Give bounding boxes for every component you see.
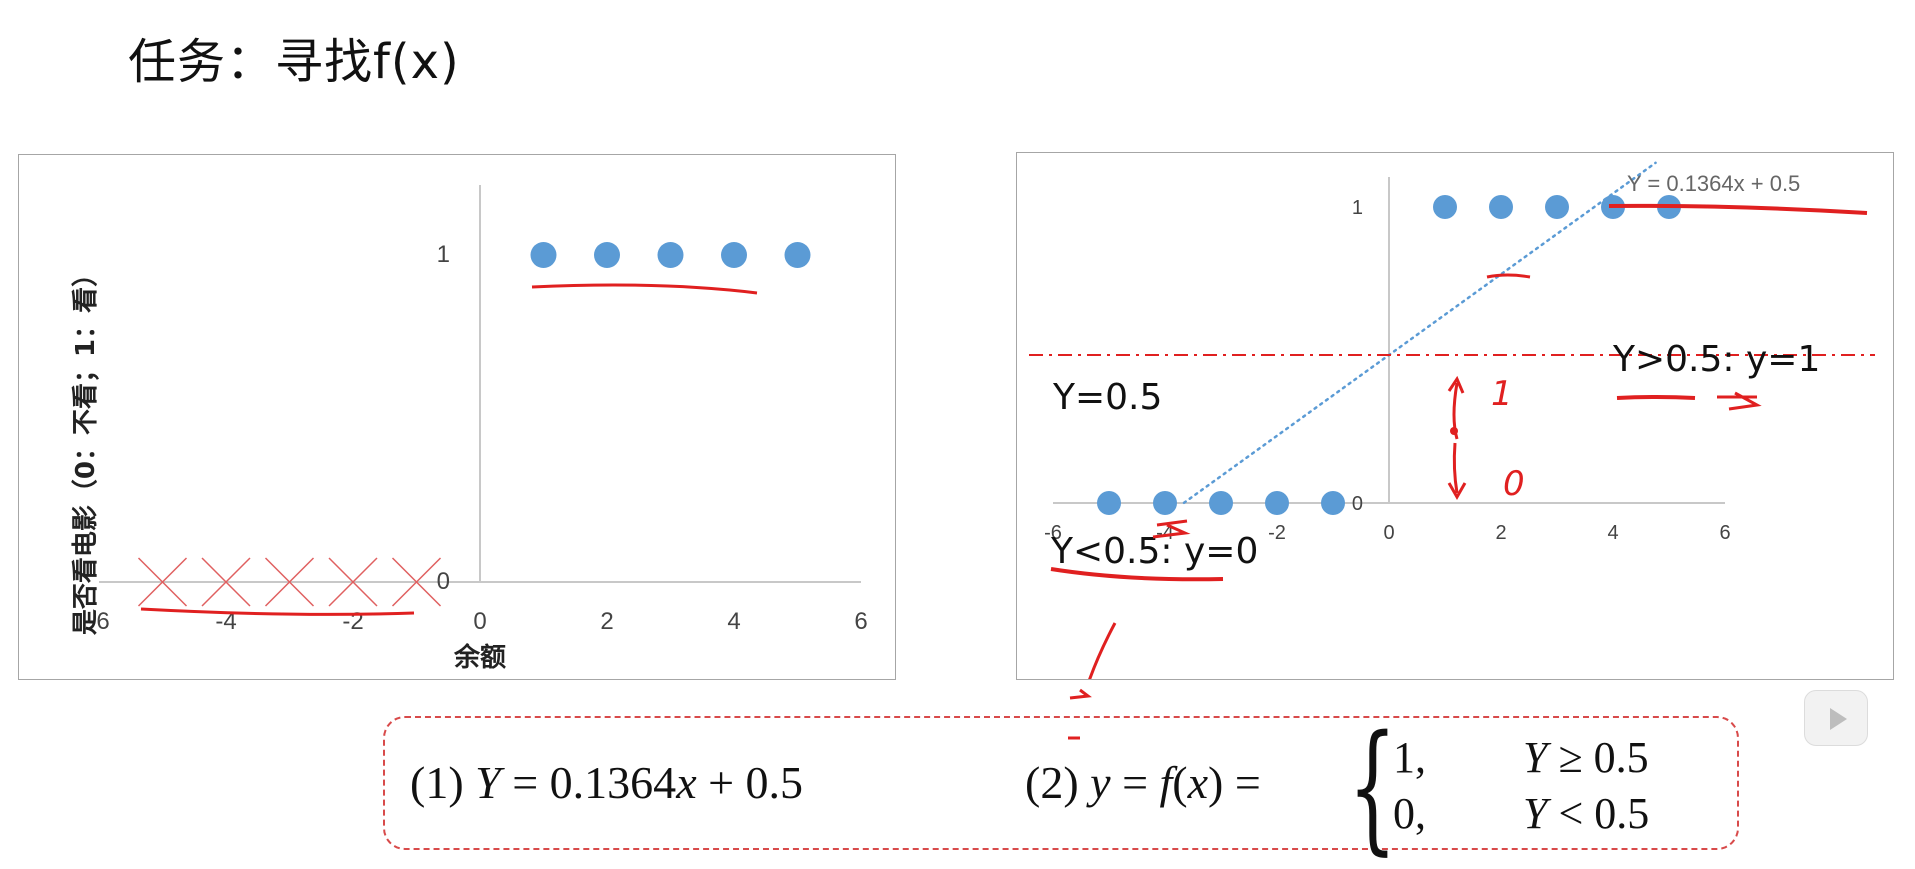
formula-1-tail: + 0.5 xyxy=(696,757,804,808)
formula-1-rhs: = 0.1364 xyxy=(500,757,677,808)
x-tick-label: -2 xyxy=(1268,522,1286,544)
data-point-cross xyxy=(201,557,251,607)
formula-1-lhs: Y xyxy=(475,757,501,808)
ink-arrow-down-head xyxy=(1447,482,1467,501)
ink-dot-intersection xyxy=(1450,427,1458,435)
ink-arrow-head-left xyxy=(1068,688,1092,740)
cross-stroke xyxy=(137,557,188,607)
case-1-var: Y xyxy=(1523,733,1548,782)
x-tick-label: 6 xyxy=(854,608,867,635)
y-tick-label: 1 xyxy=(437,241,450,268)
x-tick-label: -6 xyxy=(1044,522,1062,544)
x-tick-label: 2 xyxy=(1495,522,1506,544)
data-point xyxy=(1433,195,1457,219)
case-2-var: Y xyxy=(1523,789,1548,838)
ink-underline-top xyxy=(531,283,758,295)
x-tick-label: -6 xyxy=(88,608,109,635)
ink-arrow-up-head xyxy=(1447,375,1465,394)
x-tick-label: -2 xyxy=(342,608,363,635)
formula-linear: (1) Y = 0.1364x + 0.5 xyxy=(410,756,803,809)
formula-2-f: f xyxy=(1159,757,1173,808)
case-1-value: 1, xyxy=(1393,733,1426,782)
formula-box: (1) Y = 0.1364x + 0.5 (2) y = f(x) = { 1… xyxy=(383,716,1739,858)
data-point xyxy=(1209,491,1233,515)
case-2-value: 0, xyxy=(1393,789,1426,838)
formula-2-prefix: (2) xyxy=(1025,757,1091,808)
formula-1-prefix: (1) xyxy=(410,757,476,808)
cross-stroke xyxy=(201,557,251,607)
threshold-label: Y=0.5 xyxy=(1052,377,1162,418)
data-point xyxy=(530,242,557,268)
formula-2-eq: = xyxy=(1110,757,1160,808)
case-1-condition: Y ≥ 0.5 xyxy=(1523,732,1649,783)
cross-stroke xyxy=(391,557,442,607)
ink-zero: 0 xyxy=(1503,464,1525,504)
ink-arrow-up-shaft xyxy=(1452,382,1459,440)
ink-arrow-lower xyxy=(1152,519,1191,539)
data-point-cross xyxy=(137,557,188,607)
data-point xyxy=(1321,491,1345,515)
formula-2-x: x xyxy=(1187,757,1209,808)
data-point-cross xyxy=(328,557,378,607)
x-tick-label: 4 xyxy=(727,608,740,635)
x-tick-label: -4 xyxy=(215,608,236,635)
chart-right: -6 -4 -2 0 2 4 6 0 1 Y = 0.1364x + 0.5 Y=0.5 Y>0… xyxy=(1016,152,1894,680)
formula-1-var: x xyxy=(676,757,697,808)
x-tick-label: 0 xyxy=(1383,522,1394,544)
ink-underline-lower xyxy=(1050,567,1224,582)
formula-2-open: ( xyxy=(1172,757,1188,808)
x-tick-label: 0 xyxy=(473,608,486,635)
trendline-label: Y = 0.1364x + 0.5 xyxy=(1627,171,1800,196)
data-point-cross xyxy=(264,557,315,607)
chart-right-svg: -6 -4 -2 0 2 4 601 Y = 0.1364x + 0.5 Y=0.5 Y>0… xyxy=(1029,161,1875,679)
play-icon xyxy=(1830,708,1847,730)
ink-one: 1 xyxy=(1491,374,1513,414)
chart-left: -6 -4 -2 0 2 4 6 0 1 余额 是否看电影（0：不看；1：看） xyxy=(18,154,896,680)
data-point xyxy=(657,242,684,268)
formula-2-close: ) = xyxy=(1208,757,1261,808)
formula-piecewise: (2) y = f(x) = xyxy=(1025,756,1261,809)
ink-underline-bottom xyxy=(140,607,415,616)
ink-underline-fit xyxy=(1608,203,1868,215)
data-point xyxy=(1265,491,1289,515)
data-point-cross xyxy=(391,557,442,607)
ink-arrow-down-shaft xyxy=(1452,442,1459,494)
upper-rule-label: Y>0.5: y=1 xyxy=(1612,339,1820,380)
slide-title: 任务：寻找f(x) xyxy=(128,34,460,90)
cross-stroke xyxy=(328,557,378,607)
x-tick-label: 4 xyxy=(1607,522,1618,544)
ink-dash-top xyxy=(1486,273,1531,279)
y-tick-label: 1 xyxy=(1352,197,1363,219)
ink-arrow-upper xyxy=(1717,391,1762,411)
play-button[interactable] xyxy=(1804,690,1868,746)
case-2-condition: Y < 0.5 xyxy=(1523,788,1649,839)
cross-stroke xyxy=(264,557,315,607)
data-point xyxy=(1097,491,1121,515)
data-point xyxy=(1153,491,1177,515)
x-tick-label: 2 xyxy=(600,608,613,635)
x-tick-label: 6 xyxy=(1719,522,1730,544)
case-1-cond-text: ≥ 0.5 xyxy=(1547,733,1649,782)
data-point xyxy=(1545,195,1569,219)
y-axis-title: 是否看电影（0：不看；1：看） xyxy=(71,261,101,635)
trendline xyxy=(1182,161,1657,505)
chart-left-svg: -6 -4 -2 0 2 4 6 0 1 余额 是否看电影（0：不看；1：看） xyxy=(71,185,868,673)
formula-2-y: y xyxy=(1090,757,1111,808)
ink-arrow-left-shaft xyxy=(1088,622,1117,679)
y-tick-label: 0 xyxy=(437,568,450,595)
data-point xyxy=(1489,195,1513,219)
x-axis-title: 余额 xyxy=(453,642,506,673)
data-point xyxy=(594,242,620,268)
case-2-cond-text: < 0.5 xyxy=(1547,789,1650,838)
data-point xyxy=(721,242,747,268)
ink-underline-upper xyxy=(1616,395,1696,400)
piecewise-brace: { xyxy=(1348,706,1397,869)
data-point xyxy=(784,242,811,268)
y-tick-label: 0 xyxy=(1352,493,1363,515)
